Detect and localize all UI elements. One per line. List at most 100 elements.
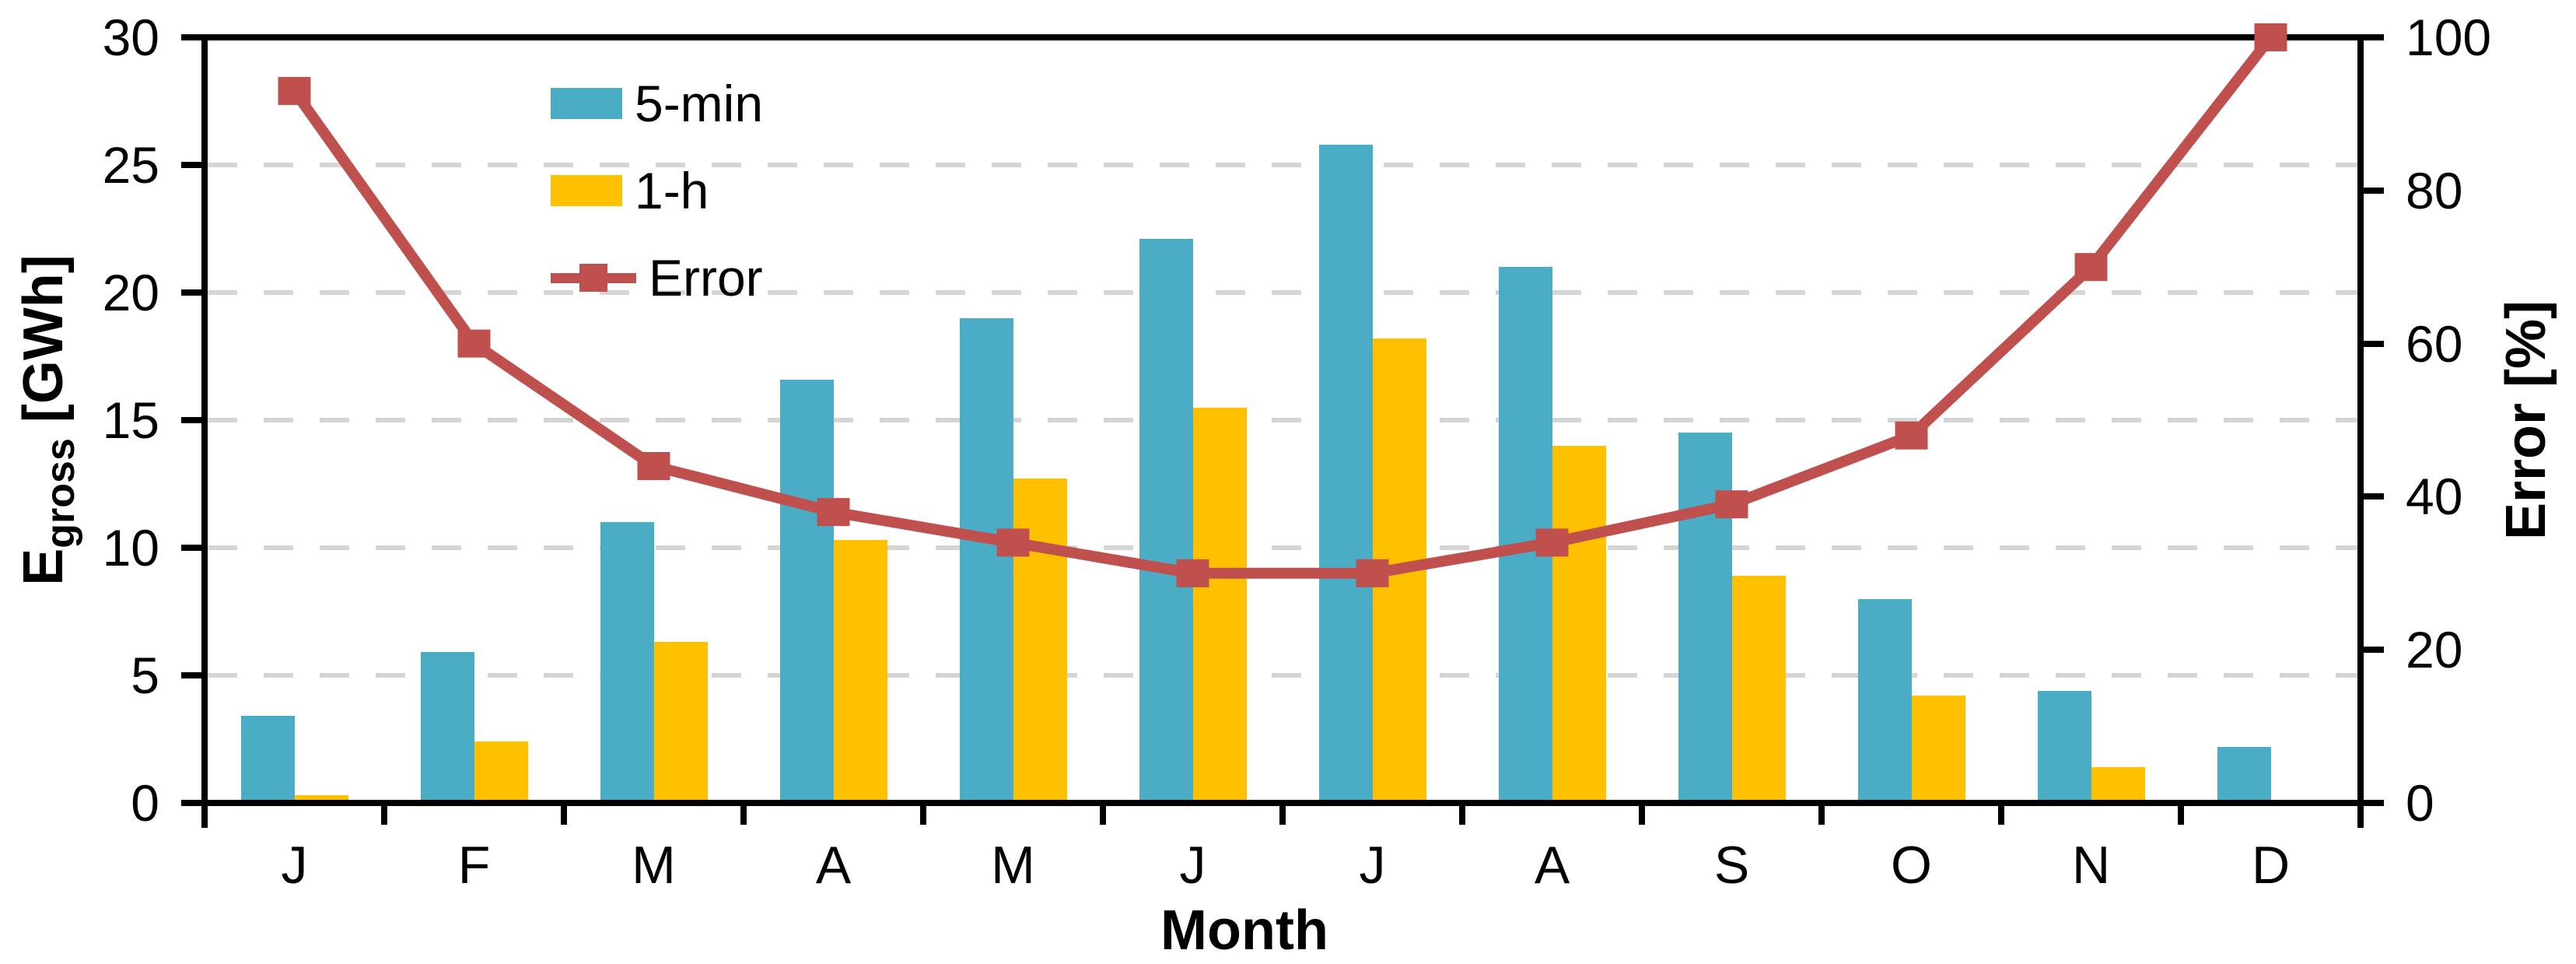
error-marker-M2 — [637, 452, 670, 480]
right-tick-20 — [2364, 647, 2384, 654]
left-tick-label-0: 0 — [131, 774, 159, 832]
left-tick-label-5: 5 — [131, 647, 159, 704]
right-tick-100 — [2364, 34, 2384, 40]
left-tick-label-10: 10 — [102, 519, 159, 577]
x-tick-label-0-J: J — [281, 836, 308, 895]
bar-1-h-S8 — [1731, 576, 1786, 803]
x-boundary-tick-12 — [2357, 806, 2364, 825]
x-tick-label-8-S: S — [1713, 836, 1750, 895]
x-boundary-tick-4 — [920, 806, 926, 825]
error-line — [289, 33, 2276, 579]
bar-1-h-A3 — [833, 540, 887, 803]
x-tick-label-9-O: O — [1891, 836, 1932, 895]
bar-5-min-O9 — [1857, 598, 1912, 803]
legend-label-5min: 5-min — [635, 75, 764, 132]
x-tick-label-11-D: D — [2251, 836, 2291, 895]
bar-5-min-J0 — [240, 716, 295, 803]
bar-1-h-N10 — [2091, 767, 2145, 803]
legend-label-error: Error — [649, 249, 763, 307]
right-tick-80 — [2364, 187, 2384, 194]
error-marker-M4 — [996, 528, 1030, 557]
bar-5-min-J5 — [1139, 239, 1193, 803]
left-tick-label-15: 15 — [102, 391, 159, 449]
left-axis-title-main: E — [12, 548, 75, 586]
x-tick-label-7-A: A — [1534, 836, 1570, 895]
x-boundary-tick-10 — [1998, 806, 2004, 825]
bar-1-h-F1 — [474, 741, 528, 803]
x-boundary-tick-8 — [1639, 806, 1645, 825]
left-tick-0 — [181, 800, 201, 806]
left-axis-line — [201, 34, 208, 828]
right-axis-line — [2357, 34, 2364, 828]
error-marker-S8 — [1715, 490, 1748, 519]
bar-swatch-icon — [551, 88, 622, 119]
x-axis-line — [201, 800, 2364, 806]
error-marker-J6 — [1356, 559, 1389, 587]
error-marker-N10 — [2074, 253, 2108, 282]
bar-5-min-M2 — [600, 522, 654, 803]
error-marker-O9 — [1895, 421, 1928, 450]
bar-5-min-A3 — [779, 379, 834, 803]
bar-1-h-J5 — [1192, 407, 1247, 803]
right-tick-40 — [2364, 493, 2384, 500]
gridline-15 — [208, 418, 2357, 422]
right-tick-label-80: 80 — [2406, 161, 2463, 219]
x-boundary-tick-3 — [740, 806, 747, 825]
left-tick-15 — [181, 417, 201, 423]
left-tick-10 — [181, 545, 201, 551]
gridline-20 — [208, 290, 2357, 295]
left-tick-25 — [181, 162, 201, 168]
top-frame-line — [201, 34, 2364, 40]
x-tick-label-10-N: N — [2071, 836, 2111, 895]
right-tick-label-0: 0 — [2406, 774, 2434, 832]
x-tick-label-4-M: M — [991, 836, 1035, 895]
legend-item-error: Error — [551, 248, 763, 307]
x-tick-label-1-F: F — [457, 836, 491, 895]
left-tick-20 — [181, 289, 201, 296]
x-boundary-tick-1 — [381, 806, 387, 825]
right-tick-label-60: 60 — [2406, 314, 2463, 373]
legend-label-1h: 1-h — [635, 162, 709, 219]
error-marker-D11 — [2254, 23, 2287, 51]
x-boundary-tick-0 — [201, 806, 208, 825]
right-axis-title: Error [%] — [2495, 300, 2557, 541]
left-tick-5 — [181, 672, 201, 678]
bar-1-h-A7 — [1552, 445, 1606, 803]
left-axis-title-subscript: gross — [38, 438, 84, 549]
gridline-25 — [208, 163, 2357, 167]
x-tick-label-5-J: J — [1179, 836, 1206, 895]
bar-5-min-F1 — [420, 652, 474, 803]
right-tick-label-40: 40 — [2406, 468, 2463, 526]
bar-swatch-icon — [551, 175, 622, 206]
x-tick-label-3-A: A — [815, 836, 852, 895]
bar-5-min-J6 — [1318, 144, 1373, 803]
legend-item-5min: 5-min — [551, 74, 763, 133]
x-tick-label-6-J: J — [1359, 836, 1386, 895]
x-boundary-tick-11 — [2178, 806, 2184, 825]
error-marker-J0 — [278, 76, 311, 105]
line-marker-swatch-icon — [551, 262, 636, 293]
x-boundary-tick-6 — [1279, 806, 1286, 825]
gridline-5 — [208, 673, 2357, 678]
gridline-10 — [208, 545, 2357, 550]
error-marker-A3 — [817, 498, 850, 527]
error-line-layer — [278, 23, 2287, 587]
error-marker-J5 — [1176, 559, 1209, 587]
error-marker-A7 — [1535, 528, 1569, 557]
bar-5-min-N10 — [2037, 690, 2091, 803]
left-tick-label-30: 30 — [102, 9, 159, 66]
bar-5-min-M4 — [959, 317, 1013, 803]
right-tick-label-20: 20 — [2406, 621, 2463, 679]
left-tick-30 — [181, 34, 201, 40]
x-tick-label-2-M: M — [632, 836, 676, 895]
x-boundary-tick-9 — [1818, 806, 1825, 825]
bar-5-min-D11 — [2217, 746, 2271, 803]
left-axis-title-unit: [GWh] — [12, 254, 75, 439]
error-marker-F1 — [457, 329, 491, 358]
x-boundary-tick-2 — [561, 806, 567, 825]
left-axis-title: Egross [GWh] — [12, 254, 84, 586]
right-tick-0 — [2364, 800, 2384, 806]
right-tick-label-100: 100 — [2406, 9, 2492, 66]
right-tick-60 — [2364, 340, 2384, 347]
